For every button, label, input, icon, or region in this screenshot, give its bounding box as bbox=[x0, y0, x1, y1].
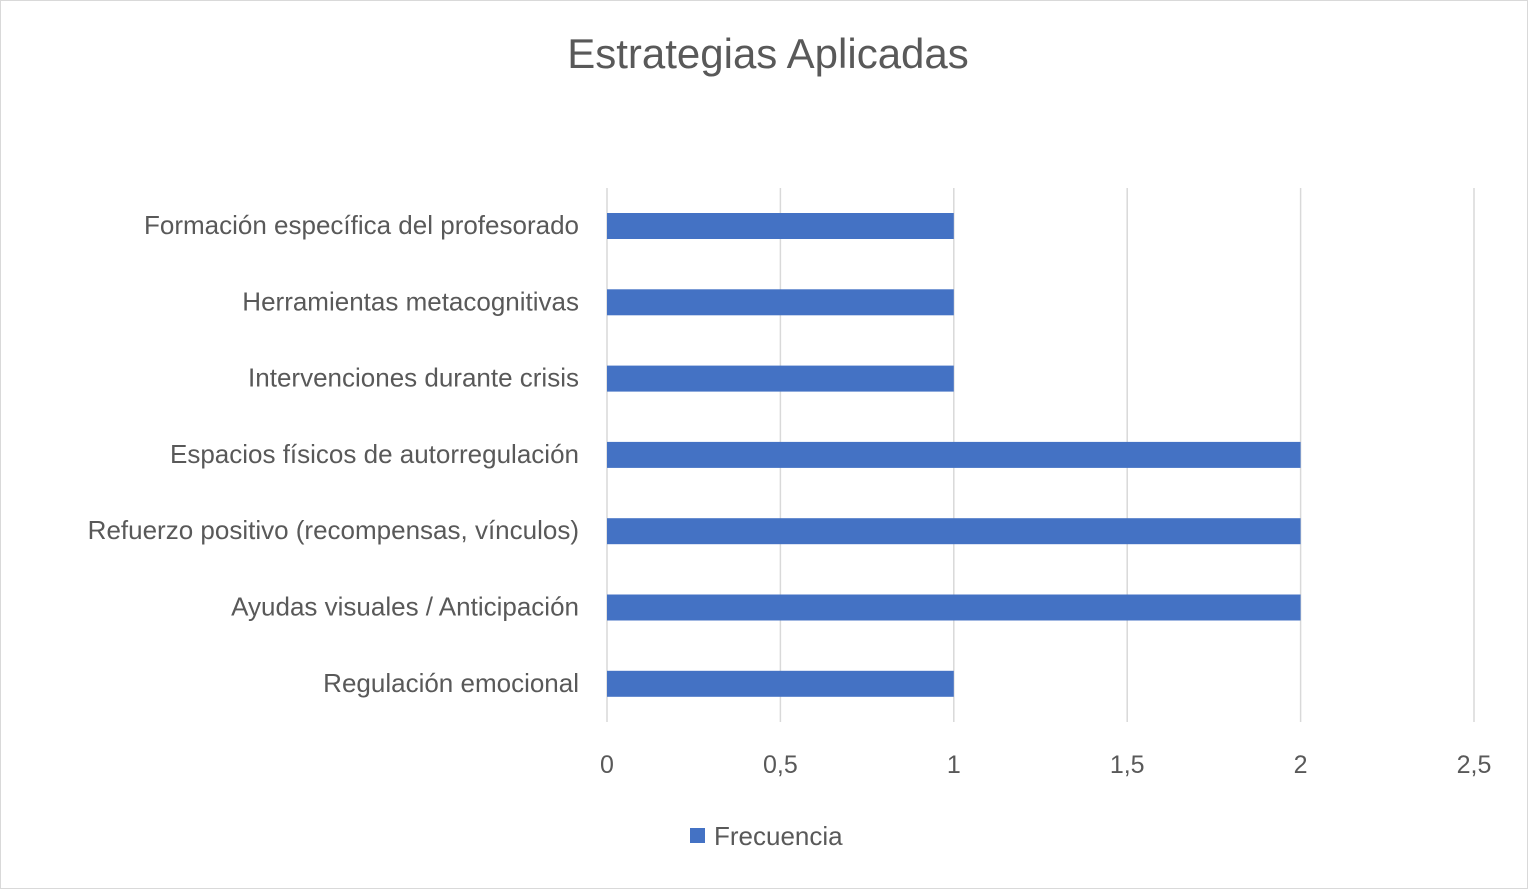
category-label: Intervenciones durante crisis bbox=[248, 363, 579, 393]
category-label: Regulación emocional bbox=[323, 668, 579, 698]
bars bbox=[607, 213, 1301, 697]
bar bbox=[607, 670, 954, 697]
x-tick-label: 2,5 bbox=[1457, 751, 1492, 779]
bar bbox=[607, 518, 1301, 545]
legend: Frecuencia bbox=[690, 821, 843, 851]
chart-title: Estrategias Aplicadas bbox=[567, 30, 969, 77]
gridlines bbox=[606, 188, 1475, 722]
category-labels: Formación específica del profesorado Herr… bbox=[88, 210, 579, 698]
category-label: Formación específica del profesorado bbox=[144, 210, 579, 240]
x-tick-labels: 0 0,5 1 1,5 2 2,5 bbox=[600, 751, 1491, 779]
bar bbox=[607, 289, 954, 316]
x-tick-label: 2 bbox=[1294, 751, 1308, 779]
x-tick-label: 0,5 bbox=[763, 751, 798, 779]
category-label: Refuerzo positivo (recompensas, vínculos… bbox=[88, 515, 579, 545]
legend-label: Frecuencia bbox=[714, 821, 843, 851]
category-label: Ayudas visuales / Anticipación bbox=[231, 592, 579, 622]
x-tick-label: 1 bbox=[947, 751, 961, 779]
bar bbox=[607, 213, 954, 239]
x-tick-label: 1,5 bbox=[1110, 751, 1145, 779]
bar bbox=[607, 594, 1301, 621]
category-label: Espacios físicos de autorregulación bbox=[170, 439, 579, 469]
legend-swatch bbox=[690, 828, 705, 843]
x-tick-label: 0 bbox=[600, 751, 614, 779]
category-label: Herramientas metacognitivas bbox=[242, 286, 579, 316]
bar bbox=[607, 441, 1301, 468]
bar bbox=[607, 365, 954, 392]
